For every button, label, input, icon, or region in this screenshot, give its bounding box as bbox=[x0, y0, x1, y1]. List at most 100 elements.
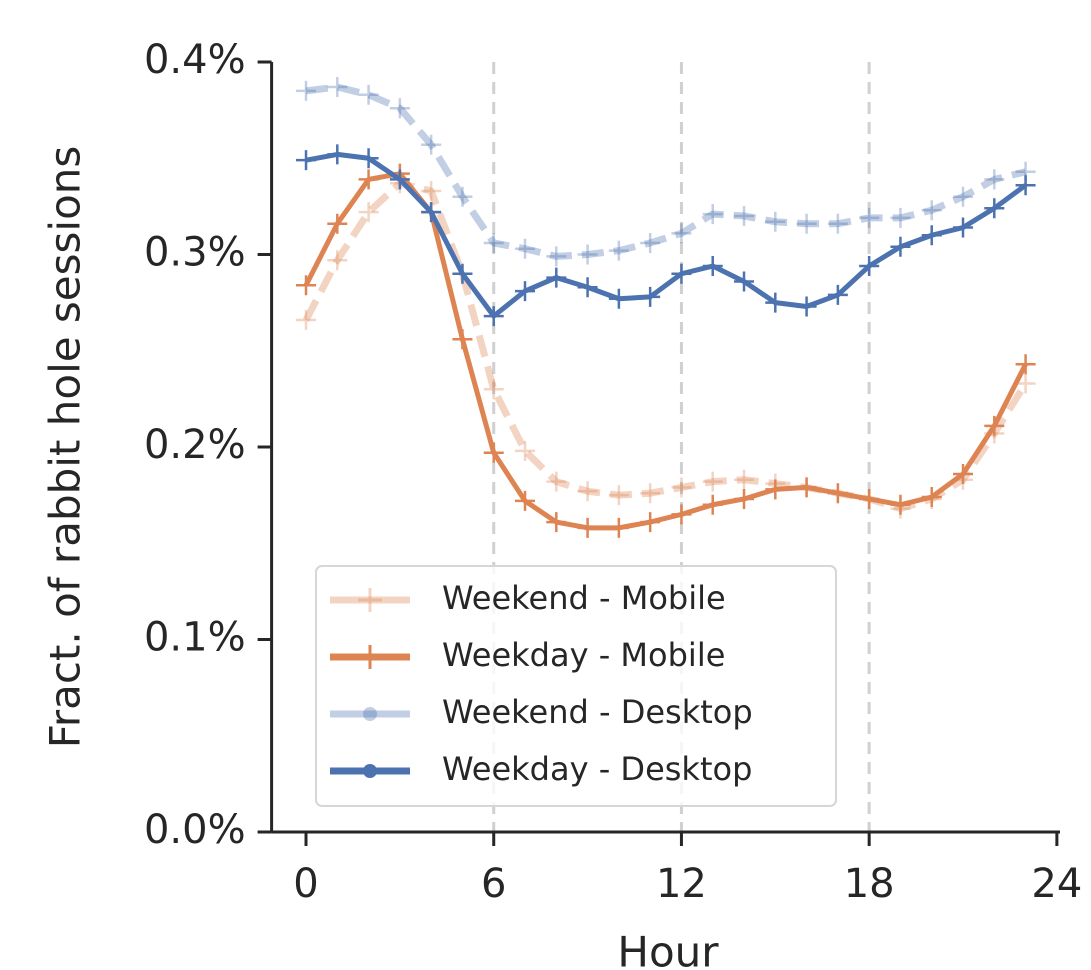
legend-marker bbox=[363, 764, 377, 778]
point-marker bbox=[984, 169, 1005, 190]
point-marker bbox=[859, 488, 880, 509]
point-marker bbox=[827, 483, 848, 504]
point-marker bbox=[890, 207, 911, 228]
point-marker bbox=[796, 213, 817, 234]
point-marker bbox=[358, 148, 379, 169]
point-marker bbox=[483, 379, 504, 400]
point-marker bbox=[546, 246, 567, 267]
point-marker bbox=[546, 512, 567, 533]
legend-label: Weekend - Desktop bbox=[442, 693, 753, 731]
point-marker bbox=[734, 206, 755, 226]
point-marker bbox=[827, 284, 848, 305]
series-line bbox=[305, 83, 1027, 260]
point-marker bbox=[859, 256, 880, 277]
point-marker bbox=[327, 77, 348, 98]
y-tick-label: 0.0% bbox=[144, 807, 246, 853]
x-tick-label: 12 bbox=[656, 861, 707, 907]
point-marker bbox=[640, 483, 661, 504]
point-marker bbox=[827, 213, 848, 234]
legend-marker bbox=[358, 588, 382, 612]
point-marker bbox=[452, 186, 473, 207]
point-marker bbox=[421, 134, 442, 155]
legend-marker bbox=[358, 645, 382, 669]
point-marker bbox=[640, 232, 661, 253]
point-marker bbox=[702, 494, 723, 515]
point-marker bbox=[358, 202, 379, 223]
legend-box bbox=[315, 565, 837, 807]
point-marker bbox=[702, 204, 723, 225]
point-marker bbox=[953, 463, 974, 484]
point-marker bbox=[671, 504, 692, 525]
y-tick-label: 0.3% bbox=[144, 230, 246, 276]
point-marker bbox=[734, 469, 755, 490]
point-marker bbox=[608, 485, 629, 506]
point-marker bbox=[483, 232, 504, 253]
point-marker bbox=[358, 84, 379, 105]
point-marker bbox=[671, 223, 692, 244]
point-marker bbox=[577, 244, 598, 265]
point-marker bbox=[515, 281, 536, 302]
point-marker bbox=[984, 198, 1005, 219]
point-marker bbox=[702, 256, 723, 277]
point-marker bbox=[389, 98, 410, 119]
point-marker bbox=[1015, 373, 1036, 394]
point-marker bbox=[546, 471, 567, 492]
legend-label: Weekday - Desktop bbox=[442, 750, 752, 788]
legend-marker bbox=[363, 707, 377, 721]
point-marker bbox=[577, 517, 598, 538]
point-marker bbox=[327, 213, 348, 234]
legend-label: Weekday - Mobile bbox=[442, 636, 725, 674]
point-marker bbox=[452, 329, 473, 350]
point-marker bbox=[921, 200, 942, 221]
point-marker bbox=[765, 292, 786, 313]
point-marker bbox=[796, 296, 817, 317]
point-marker bbox=[608, 517, 629, 538]
point-marker bbox=[483, 306, 504, 327]
point-marker bbox=[515, 440, 536, 461]
point-marker bbox=[702, 471, 723, 492]
point-marker bbox=[1015, 175, 1036, 196]
point-marker bbox=[577, 481, 598, 502]
point-marker bbox=[984, 415, 1005, 436]
point-marker bbox=[421, 202, 442, 223]
x-axis-label: Hour bbox=[617, 928, 719, 970]
point-marker bbox=[421, 180, 442, 201]
point-marker bbox=[640, 286, 661, 307]
point-marker bbox=[608, 288, 629, 309]
point-marker bbox=[796, 477, 817, 498]
point-marker bbox=[358, 169, 379, 190]
point-marker bbox=[327, 144, 348, 165]
legend: Weekend - Mobile Weekday - Mobile Weekend … bbox=[315, 565, 837, 807]
point-marker bbox=[859, 207, 880, 228]
point-marker bbox=[296, 275, 317, 296]
x-tick-label: 0 bbox=[293, 861, 318, 907]
point-marker bbox=[296, 80, 317, 101]
point-marker bbox=[671, 263, 692, 284]
point-marker bbox=[515, 490, 536, 511]
y-tick-label: 0.4% bbox=[144, 37, 246, 83]
point-marker bbox=[671, 477, 692, 498]
point-marker bbox=[577, 277, 598, 298]
point-marker bbox=[765, 479, 786, 500]
point-marker bbox=[953, 186, 974, 207]
point-marker bbox=[608, 240, 629, 261]
point-marker bbox=[890, 494, 911, 515]
point-marker bbox=[921, 225, 942, 246]
point-marker bbox=[953, 217, 974, 238]
x-tick-label: 6 bbox=[481, 861, 506, 907]
y-tick-label: 0.1% bbox=[144, 615, 246, 661]
point-marker bbox=[296, 309, 317, 330]
series-line bbox=[303, 171, 1028, 531]
x-tick-label: 24 bbox=[1031, 861, 1082, 907]
point-marker bbox=[452, 263, 473, 284]
point-marker bbox=[296, 150, 317, 171]
point-marker bbox=[890, 236, 911, 257]
legend-label: Weekend - Mobile bbox=[442, 579, 726, 617]
y-axis-label: Fract. of rabbit hole sessions bbox=[41, 146, 90, 749]
x-tick-label: 18 bbox=[844, 861, 895, 907]
point-marker bbox=[734, 271, 755, 292]
point-marker bbox=[640, 512, 661, 533]
y-tick-label: 0.2% bbox=[144, 422, 246, 468]
point-marker bbox=[765, 211, 786, 232]
